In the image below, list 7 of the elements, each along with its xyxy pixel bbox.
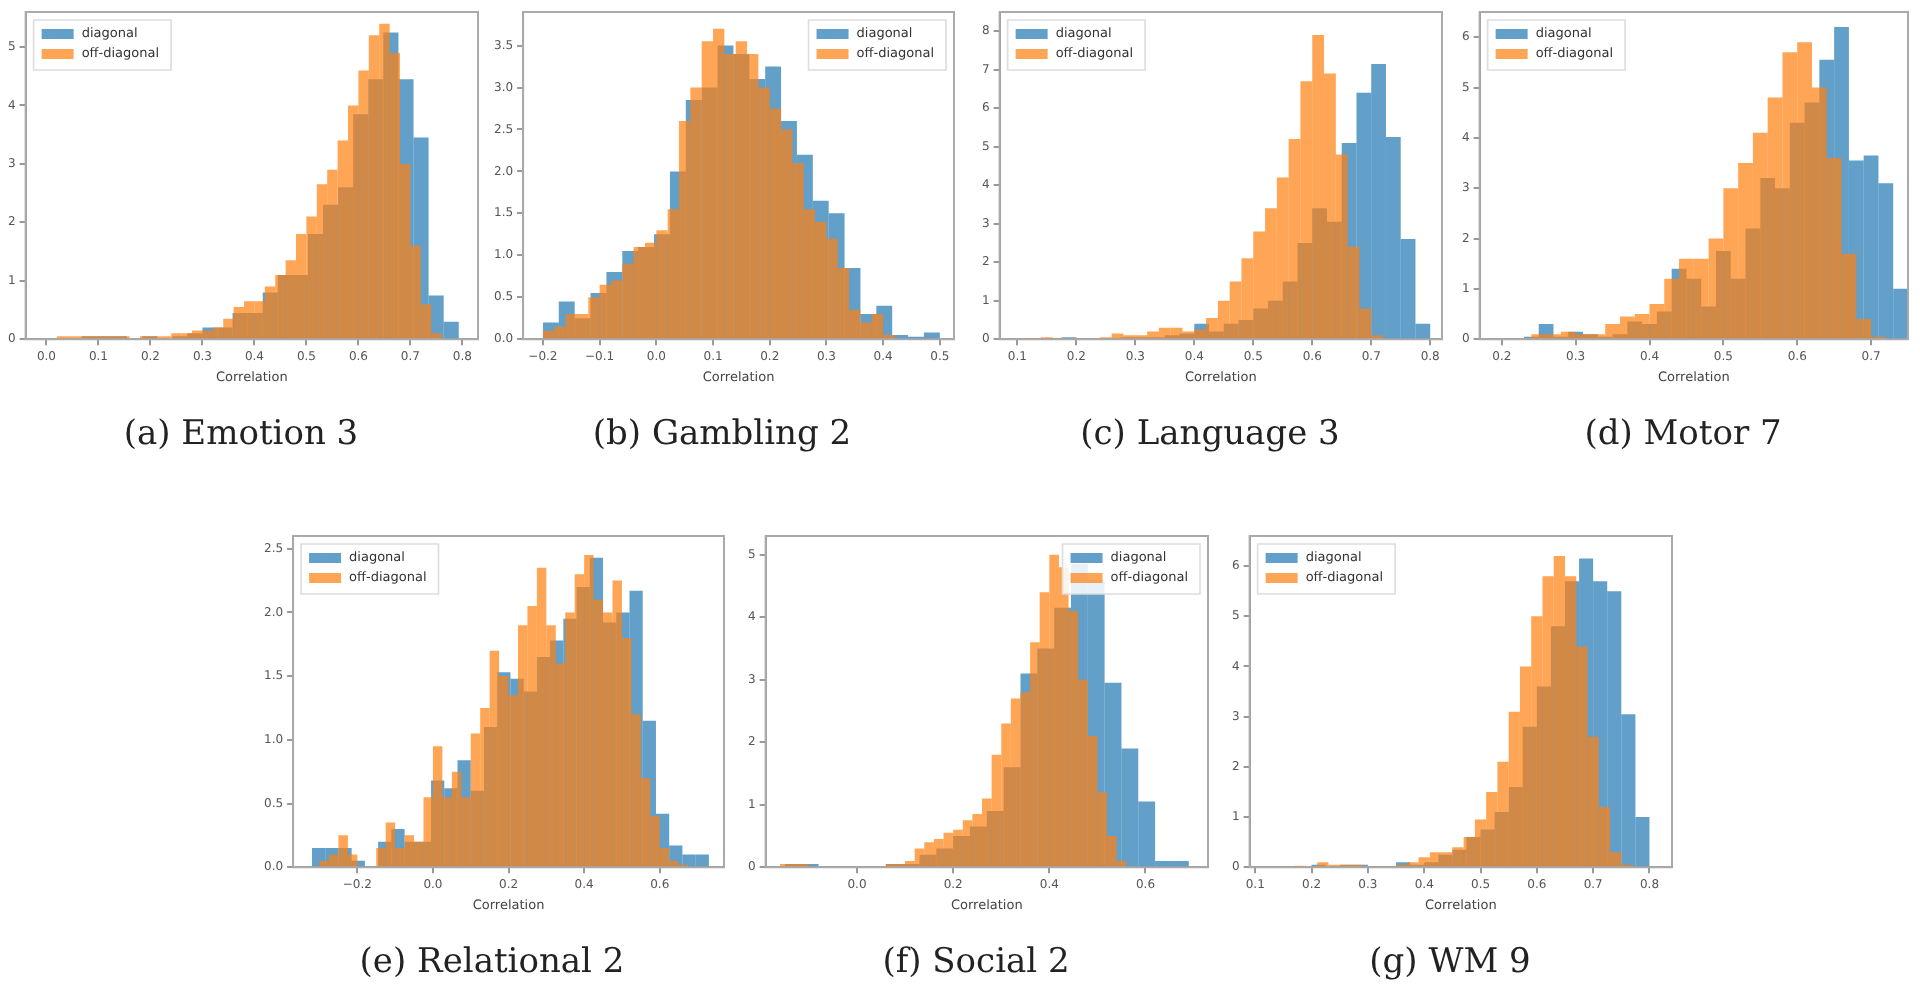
text: (f) Social 2	[882, 942, 1070, 983]
text: (g) WM 9	[1369, 942, 1531, 983]
text: (d) Motor 7	[1584, 414, 1782, 455]
text: (a) Emotion 3	[123, 414, 359, 455]
text: (c) Language 3	[1080, 414, 1340, 455]
text: (e) Relational 2	[359, 942, 625, 983]
text: (b) Gambling 2	[592, 414, 852, 455]
